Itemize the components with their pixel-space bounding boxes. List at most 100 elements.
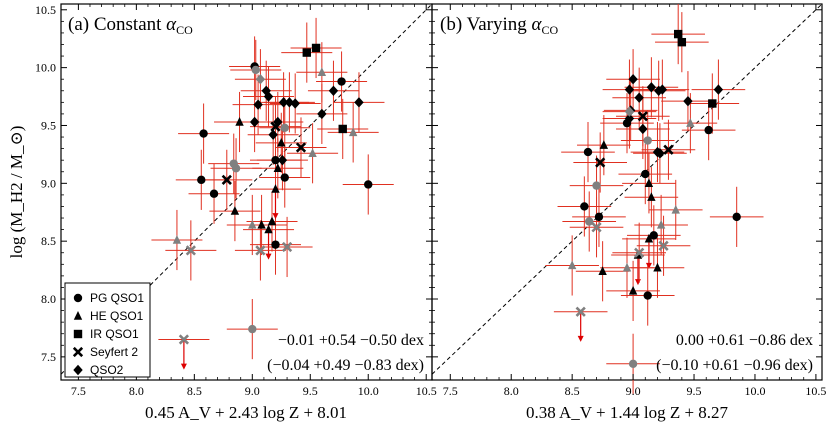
data-point-cross (658, 240, 669, 251)
panel-b-x-axis-label: 0.38 A_V + 1.44 log Z + 8.27 (526, 403, 729, 422)
data-point-triangle (248, 219, 257, 229)
x-tick-label: 9.0 (245, 384, 260, 398)
y-tick-label: 8.5 (41, 234, 56, 248)
data-point-triangle (230, 206, 240, 215)
upper-limit-arrowhead (180, 363, 187, 370)
data-point-square (677, 37, 687, 47)
data-point-circle (251, 65, 260, 75)
data-point-diamond (646, 82, 657, 93)
data-point-cross (185, 245, 196, 256)
data-point-diamond (628, 74, 638, 85)
data-point-triangle (317, 67, 327, 76)
y-tick-label: 8.0 (41, 292, 56, 306)
data-point-triangle (267, 216, 277, 226)
data-point-diamond (713, 84, 724, 95)
y-tick-label: 10.5 (35, 3, 56, 17)
data-point-triangle (273, 163, 283, 172)
x-tick-label: 10.5 (805, 384, 826, 398)
data-point-circle (364, 180, 373, 189)
panel-b-points (567, 29, 741, 369)
panel-a-points (172, 43, 373, 345)
x-tick-label: 8.5 (187, 384, 202, 398)
data-point-diamond (278, 97, 289, 108)
data-point-square (708, 99, 717, 108)
data-point-triangle (277, 137, 286, 147)
data-point-triangle (628, 285, 638, 295)
data-point-circle (592, 181, 601, 190)
panel-a-stat-line1: −0.01 +0.54 −0.50 dex (278, 332, 424, 349)
x-tick-label: 8.5 (565, 384, 580, 398)
data-point-diamond (683, 95, 693, 107)
data-point-triangle (644, 178, 654, 188)
data-point-triangle (686, 118, 695, 127)
panel-b-title: (b) Varying αCO (440, 14, 558, 37)
x-tick-label: 9.5 (687, 384, 702, 398)
data-point-diamond (263, 91, 274, 102)
data-point-circle (280, 173, 289, 182)
upper-limit-arrowhead (577, 335, 584, 342)
data-point-circle (271, 155, 280, 165)
data-point-circle (704, 125, 713, 135)
data-point-diamond (284, 97, 295, 108)
panel-b-stat-line2: (−0.10 +0.61 −0.96 dex) (656, 357, 813, 374)
data-point-cross (634, 247, 645, 258)
data-point-triangle (599, 140, 609, 149)
panel-b-stat-line1: 0.00 +0.61 −0.86 dex (676, 332, 813, 349)
data-point-cross (595, 157, 606, 168)
data-point-triangle (644, 233, 654, 243)
data-point-cross (663, 144, 674, 155)
x-tick-label: 10.0 (358, 384, 379, 398)
x-tick-label: 9.0 (626, 384, 641, 398)
data-point-square (311, 43, 321, 53)
data-point-square (338, 124, 347, 134)
legend-label: IR QSO1 (90, 327, 139, 341)
data-point-circle (585, 217, 594, 226)
panel-a-stat-line2: (−0.04 +0.49 −0.83 dex) (267, 357, 424, 374)
data-point-cross (221, 174, 232, 185)
data-point-diamond (273, 116, 283, 128)
data-point-triangle (308, 148, 317, 157)
legend-marker-cross (72, 346, 84, 358)
data-point-diamond (255, 74, 266, 85)
data-point-circle (628, 359, 638, 369)
data-point-triangle (598, 266, 607, 275)
data-point-circle (280, 123, 289, 132)
data-point-diamond (624, 113, 635, 124)
panel-a-error-bars (151, 17, 394, 370)
data-point-square (673, 29, 683, 39)
panel-a-x-ticks: 7.5 8.0 8.5 9.0 9.5 10.0 10.5 (71, 4, 437, 398)
data-point-triangle (257, 219, 266, 229)
x-tick-label: 10.5 (416, 384, 437, 398)
panel-a-x-axis-label: 0.45 A_V + 2.43 log Z + 8.01 (145, 403, 347, 422)
data-point-diamond (249, 116, 260, 128)
panel-a-y-ticks: 7.5 8.0 8.5 9.0 9.5 10.0 10.5 (35, 3, 432, 364)
legend-label: PG QSO1 (90, 291, 144, 305)
data-point-diamond (354, 97, 364, 108)
data-point-diamond (624, 106, 635, 117)
legend-label: QSO2 (90, 363, 124, 377)
data-point-cross (255, 245, 266, 256)
data-point-triangle (671, 204, 680, 214)
panel-b-y-ticks (432, 9, 822, 358)
data-point-diamond (277, 154, 288, 166)
panel-b-varying-alpha: 7.5 8.0 8.5 9.0 9.5 10.0 10.5 (b) Varying αCO … (431, 3, 826, 422)
data-point-circle (643, 291, 652, 300)
data-point-diamond (253, 99, 263, 110)
y-axis-label: log (M_H2 / M_⊙) (7, 126, 26, 259)
data-point-cross (178, 334, 190, 345)
x-tick-label: 9.5 (303, 384, 318, 398)
panel-b-x-ticks: 7.5 8.0 8.5 9.0 9.5 10.0 10.5 (443, 4, 826, 398)
data-point-circle (732, 212, 741, 222)
data-point-circle (271, 240, 280, 249)
data-point-diamond (638, 123, 648, 135)
legend: PG QSO1 HE QSO1 IR QSO1 Seyfert 2 QSO2 (64, 282, 151, 378)
x-tick-label: 8.0 (504, 384, 519, 398)
data-point-cross (295, 142, 307, 153)
upper-limit-arrowhead (645, 262, 652, 269)
data-point-circle (641, 169, 650, 179)
data-point-triangle (271, 184, 280, 193)
x-tick-label: 8.0 (129, 384, 144, 398)
panel-b-one-to-one-line (431, 3, 823, 375)
data-point-circle (197, 175, 206, 185)
